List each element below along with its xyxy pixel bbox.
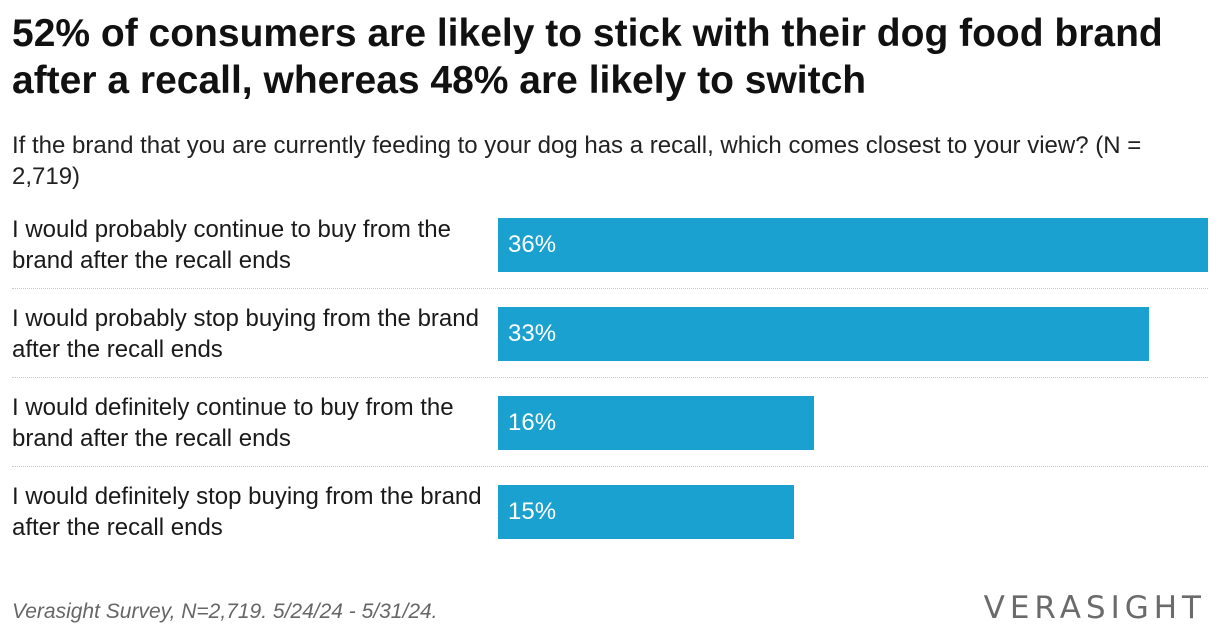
category-label: I would definitely continue to buy from …: [12, 393, 454, 452]
bar: 15%: [498, 484, 794, 539]
category-label: I would probably stop buying from the br…: [12, 304, 479, 363]
bar-row: I would probably continue to buy from th…: [12, 200, 1208, 289]
verasight-logo: VERASIGHT: [983, 590, 1206, 626]
bar: 16%: [498, 395, 814, 450]
source-note: Verasight Survey, N=2,719. 5/24/24 - 5/3…: [12, 600, 438, 623]
bar-chart: I would probably continue to buy from th…: [0, 200, 1220, 570]
chart-subtitle: If the brand that you are currently feed…: [12, 132, 1142, 190]
bar-row: I would probably stop buying from the br…: [12, 289, 1208, 378]
data-label: 16%: [508, 408, 557, 436]
bar: 33%: [498, 306, 1149, 361]
row-divider: [12, 288, 1208, 289]
data-label: 15%: [508, 497, 557, 525]
data-label: 33%: [508, 319, 557, 347]
chart-title: 52% of consumers are likely to stick wit…: [12, 12, 1163, 102]
data-label: 36%: [508, 230, 557, 258]
bar-row: I would definitely continue to buy from …: [12, 378, 1208, 467]
bar: 36%: [498, 217, 1208, 272]
row-divider: [12, 377, 1208, 378]
bar-row: I would definitely stop buying from the …: [12, 467, 1208, 556]
row-divider: [12, 466, 1208, 467]
category-label: I would probably continue to buy from th…: [12, 215, 451, 274]
category-label: I would definitely stop buying from the …: [12, 482, 482, 541]
